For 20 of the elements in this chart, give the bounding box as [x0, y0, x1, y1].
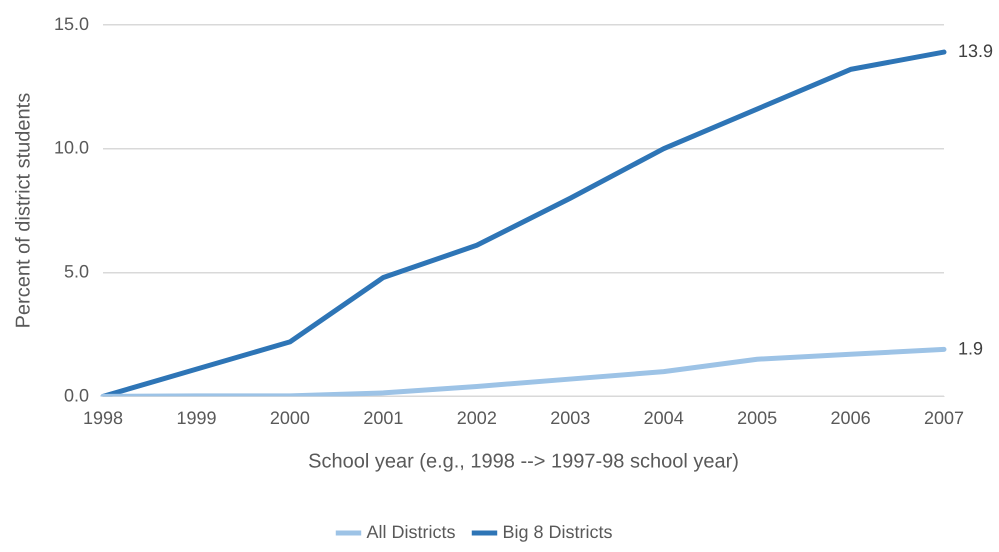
data-label: 1.9: [958, 338, 984, 358]
y-tick-label: 10.0: [54, 138, 90, 158]
y-tick-label: 15.0: [54, 14, 90, 34]
x-tick-label: 2004: [644, 408, 684, 428]
x-tick-label: 2006: [830, 408, 871, 428]
x-tick-label: 2001: [363, 408, 404, 428]
data-label: 13.9: [958, 41, 994, 62]
y-tick-label: 0.0: [64, 385, 90, 406]
y-axis-title: Percent of district students: [12, 92, 35, 328]
x-axis-title: School year (e.g., 1998 --> 1997-98 school year): [308, 450, 739, 473]
x-tick-label: 2003: [550, 408, 590, 428]
x-tick-label: 2005: [737, 408, 778, 428]
x-tick-label: 1999: [176, 408, 216, 428]
legend-label: All Districts: [366, 522, 456, 542]
x-tick-label: 2007: [924, 408, 964, 428]
y-tick-label: 5.0: [64, 262, 90, 282]
x-tick-label: 1998: [83, 408, 124, 428]
x-tick-label: 2002: [456, 408, 497, 428]
legend-label: Big 8 Districts: [502, 522, 613, 542]
x-tick-label: 2000: [270, 408, 310, 428]
